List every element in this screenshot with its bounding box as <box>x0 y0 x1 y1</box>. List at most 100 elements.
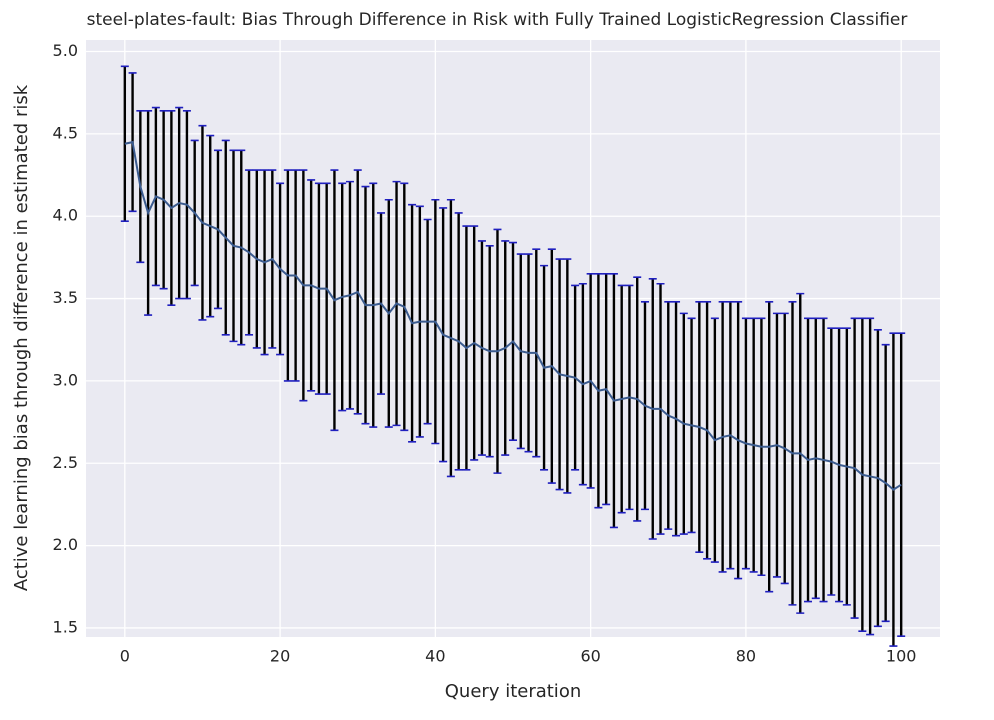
error-cap <box>718 301 727 573</box>
error-cap <box>850 317 859 619</box>
error-cap <box>897 332 906 637</box>
error-cap <box>819 317 828 603</box>
error-cap <box>656 282 665 535</box>
error-cap <box>881 343 890 623</box>
error-cap <box>524 253 533 453</box>
error-cap <box>377 212 386 395</box>
error-cap <box>167 110 176 306</box>
error-cap <box>454 212 463 471</box>
error-cap <box>788 301 797 606</box>
error-cap <box>431 198 440 445</box>
error-cap <box>772 312 781 578</box>
y-tick-label: 2.0 <box>53 535 78 554</box>
error-cap <box>664 301 673 530</box>
error-cap <box>493 228 502 474</box>
error-cap <box>237 149 246 346</box>
error-cap <box>749 317 758 573</box>
error-cap <box>586 273 595 489</box>
error-cap <box>276 182 285 356</box>
x-tick-label: 60 <box>580 647 600 666</box>
x-tick-label: 40 <box>425 647 445 666</box>
error-cap <box>136 110 145 264</box>
error-cap <box>695 301 704 553</box>
error-cap <box>594 273 603 509</box>
error-cap <box>889 332 898 647</box>
error-cap <box>726 301 735 570</box>
error-cap <box>555 258 564 491</box>
y-tick-label: 4.0 <box>53 206 78 225</box>
error-cap <box>571 284 580 471</box>
error-cap <box>827 327 836 596</box>
error-cap <box>361 185 370 425</box>
error-cap <box>206 134 215 318</box>
x-tick-label: 0 <box>120 647 130 666</box>
error-cap <box>314 182 323 395</box>
error-cap <box>477 240 486 456</box>
error-cap <box>446 198 455 478</box>
error-cap <box>842 327 851 606</box>
error-cap <box>765 301 774 593</box>
error-cap <box>268 169 277 349</box>
y-tick-label: 4.5 <box>53 123 78 142</box>
error-cap <box>509 241 517 441</box>
error-cap <box>408 203 417 443</box>
error-cap <box>415 205 424 438</box>
error-cap <box>734 301 743 580</box>
mean-line <box>124 140 902 491</box>
error-cap <box>182 110 191 300</box>
error-cap <box>811 317 820 600</box>
error-cap <box>159 110 168 290</box>
error-cap <box>703 301 712 560</box>
error-cap <box>796 292 805 614</box>
x-tick-label: 20 <box>270 647 290 666</box>
y-tick-label: 3.0 <box>53 370 78 389</box>
error-cap <box>672 301 681 537</box>
error-cap <box>532 248 541 458</box>
error-cap <box>213 149 222 310</box>
error-cap <box>175 106 184 300</box>
error-cap <box>485 245 494 458</box>
chart-title: steel-plates-fault: Bias Through Differe… <box>87 10 908 30</box>
error-cap <box>423 218 432 425</box>
error-cap <box>648 278 657 540</box>
error-cap <box>741 317 750 570</box>
x-axis-label: Query iteration <box>445 681 581 702</box>
error-cap <box>260 169 269 356</box>
error-cap <box>679 312 688 535</box>
error-cap <box>198 124 207 321</box>
error-cap <box>128 72 137 213</box>
error-cap <box>439 207 448 463</box>
error-cap <box>858 317 867 633</box>
error-cap <box>462 225 471 471</box>
error-cap <box>353 169 362 415</box>
error-cap <box>609 273 618 529</box>
error-cap <box>221 139 230 336</box>
error-cap <box>120 65 129 222</box>
error-cap <box>190 139 199 287</box>
error-cap <box>470 225 479 461</box>
error-cap <box>151 106 160 287</box>
error-cap <box>384 198 393 428</box>
error-cap <box>617 284 626 514</box>
error-cap <box>757 317 766 577</box>
error-cap <box>338 182 347 412</box>
y-tick-label: 5.0 <box>53 41 78 60</box>
y-tick-label: 2.5 <box>53 453 78 472</box>
error-cap <box>563 258 572 494</box>
error-cap <box>547 248 556 484</box>
error-cap <box>252 169 261 349</box>
error-cap <box>625 284 634 511</box>
error-cap <box>229 149 238 343</box>
error-cap <box>804 317 813 603</box>
error-cap <box>369 182 378 428</box>
y-axis-label: Active learning bias through difference … <box>11 84 32 591</box>
error-cap <box>687 317 696 534</box>
x-tick-label: 100 <box>886 647 917 666</box>
error-cap <box>873 329 882 628</box>
error-cap <box>540 264 549 471</box>
error-cap <box>392 180 401 427</box>
y-tick-label: 1.5 <box>53 617 78 636</box>
error-cap <box>866 317 875 636</box>
error-cap <box>345 180 354 410</box>
